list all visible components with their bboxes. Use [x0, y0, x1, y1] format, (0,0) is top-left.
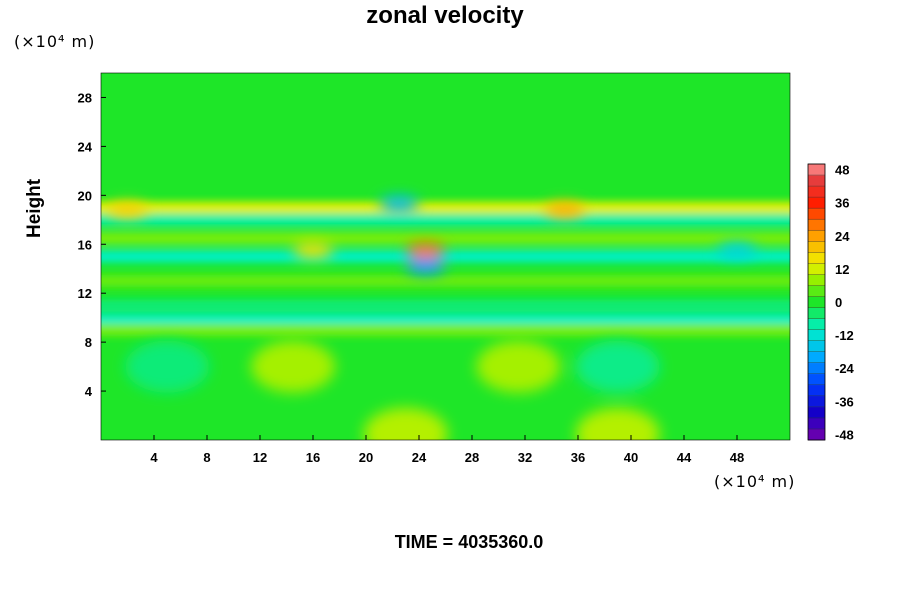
- colorbar-segment: [808, 417, 825, 430]
- field-feature: [544, 202, 585, 219]
- colorbar: 48 36 24 12 0 -12 -24 -36 -48: [807, 163, 855, 442]
- field-feature: [575, 340, 660, 393]
- field-band: [101, 213, 790, 226]
- x-tick-label: 32: [518, 450, 532, 465]
- colorbar-tick-label: -36: [835, 394, 854, 409]
- colorbar-segment: [808, 197, 825, 209]
- colorbar-segment: [808, 384, 825, 397]
- field-band: [101, 274, 790, 287]
- field-band: [101, 250, 790, 263]
- colorbar-tick-label: -24: [835, 361, 855, 376]
- colorbar-segment: [808, 164, 825, 176]
- y-tick-label: 16: [78, 237, 92, 252]
- plot-frame: [100, 72, 791, 441]
- colorbar-tick-label: -12: [835, 328, 854, 343]
- y-axis-unit: (×10⁴ m): [14, 32, 96, 51]
- colorbar-tick-label: 36: [835, 196, 849, 211]
- heatmap-field: [101, 73, 790, 440]
- colorbar-tick-label: 24: [835, 229, 850, 244]
- y-tick-label: 8: [85, 335, 92, 350]
- x-tick-label: 24: [412, 450, 427, 465]
- colorbar-segment: [808, 373, 825, 386]
- field-band: [101, 201, 790, 214]
- colorbar-segment: [808, 340, 825, 353]
- x-tick-label: 20: [359, 450, 373, 465]
- field-band: [101, 314, 790, 327]
- colorbar-segment: [808, 274, 825, 286]
- colorbar-tick-label: 12: [835, 262, 849, 277]
- colorbar-segment: [808, 285, 825, 297]
- field-feature: [379, 195, 420, 212]
- x-tick-label: 44: [677, 450, 692, 465]
- colorbar-segment: [808, 219, 825, 231]
- colorbar-tick-label: 48: [835, 163, 849, 178]
- x-tick-label: 28: [465, 450, 479, 465]
- colorbar-segment: [808, 241, 825, 253]
- colorbar-segment: [808, 395, 825, 408]
- colorbar-frame: [807, 163, 826, 441]
- colorbar-segment: [808, 362, 825, 375]
- y-tick-label: 24: [78, 139, 93, 154]
- field-feature: [251, 340, 336, 393]
- x-tick-label: 40: [624, 450, 638, 465]
- colorbar-segment: [808, 318, 825, 330]
- field-feature: [125, 340, 210, 393]
- colorbar-segment: [808, 252, 825, 264]
- field-feature: [476, 340, 561, 393]
- colorbar-segment: [808, 263, 825, 275]
- field-band: [101, 299, 790, 312]
- time-label: TIME = 4035360.0: [394, 532, 544, 552]
- x-tick-label: 4: [150, 450, 158, 465]
- chart-title: zonal velocity: [366, 2, 524, 29]
- y-tick-label: 12: [78, 286, 92, 301]
- field-feature: [405, 242, 446, 259]
- colorbar-segment: [808, 428, 825, 441]
- colorbar-segment: [808, 307, 825, 319]
- field-feature: [107, 202, 148, 219]
- x-tick-label: 16: [306, 450, 320, 465]
- field-feature: [293, 242, 333, 259]
- colorbar-segment: [808, 296, 825, 308]
- field-feature: [717, 242, 757, 259]
- colorbar-segment: [808, 175, 825, 187]
- field-feature: [405, 258, 446, 275]
- y-tick-label: 28: [78, 90, 92, 105]
- colorbar-tick-label: 0: [835, 295, 842, 310]
- x-tick-label: 36: [571, 450, 585, 465]
- y-tick-label: 20: [78, 188, 92, 203]
- colorbar-segment: [808, 208, 825, 220]
- colorbar-segment: [808, 351, 825, 364]
- field-feature: [363, 407, 448, 440]
- x-tick-label: 12: [253, 450, 267, 465]
- field-band: [101, 232, 790, 245]
- colorbar-segment: [808, 230, 825, 242]
- field-feature: [575, 407, 660, 440]
- x-tick-label: 8: [203, 450, 210, 465]
- x-axis-unit: (×10⁴ m): [714, 472, 796, 491]
- colorbar-tick-label: -48: [835, 427, 854, 442]
- colorbar-segment: [808, 406, 825, 419]
- colorbar-segment: [808, 329, 825, 342]
- colorbar-segment: [808, 186, 825, 198]
- field-band: [101, 323, 790, 336]
- y-tick-label: 4: [85, 384, 93, 399]
- x-tick-label: 48: [730, 450, 744, 465]
